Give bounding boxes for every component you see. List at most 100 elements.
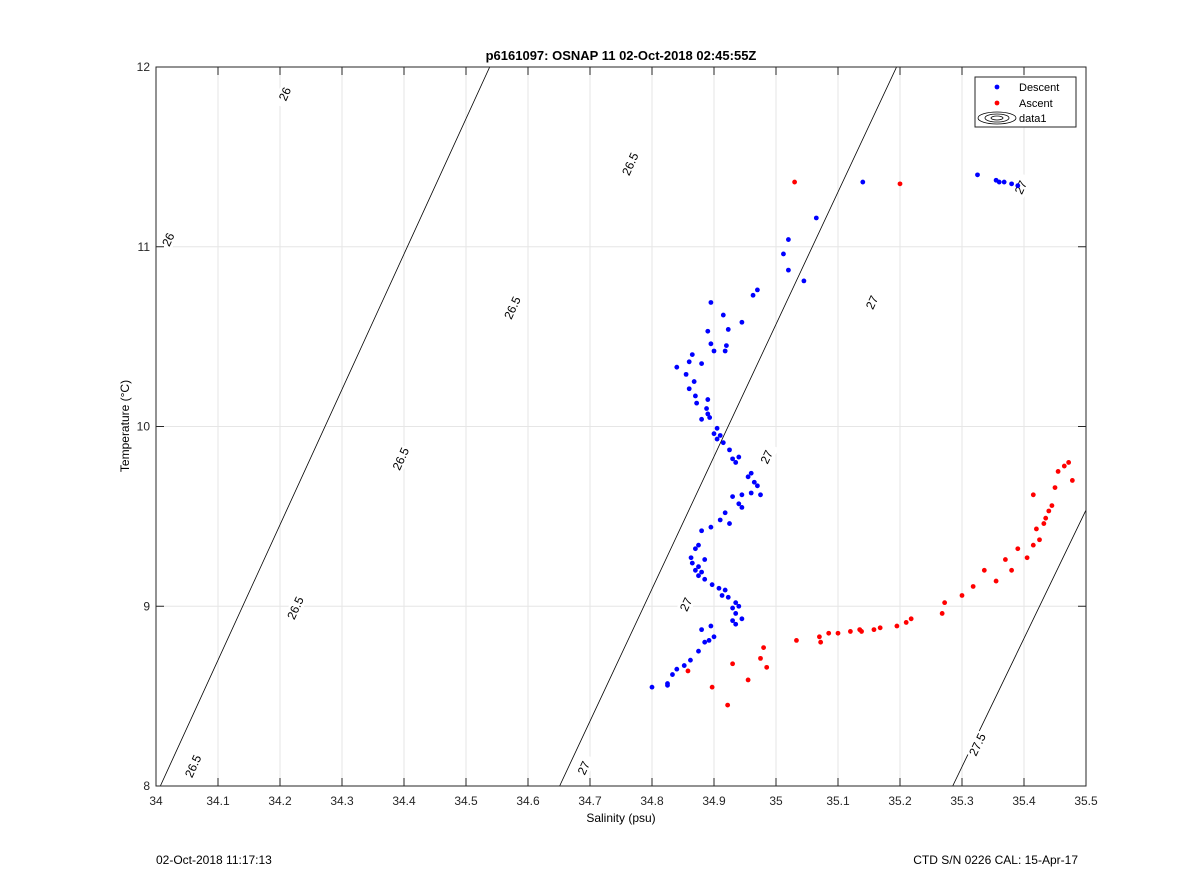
ascent-point xyxy=(1037,537,1042,543)
ascent-point xyxy=(818,639,824,645)
descent-point xyxy=(708,524,714,530)
descent-point xyxy=(739,319,745,325)
x-tick-label: 35 xyxy=(769,794,783,808)
legend-item-descent: Descent xyxy=(994,82,1059,94)
ascent-point xyxy=(758,655,763,661)
x-tick-label: 34.4 xyxy=(392,794,416,808)
descent-point xyxy=(689,352,695,357)
descent-point xyxy=(730,618,735,624)
contour-label-background xyxy=(674,589,698,620)
ascent-point xyxy=(1041,521,1047,526)
contour-label: 26 xyxy=(273,79,297,109)
descent-point xyxy=(693,567,698,573)
descent-point xyxy=(696,542,701,548)
ascent-point xyxy=(1049,503,1055,508)
descent-point xyxy=(786,237,791,242)
descent-point xyxy=(714,436,720,442)
ascent-point xyxy=(897,181,903,187)
ascent-point xyxy=(792,179,797,185)
descent-point xyxy=(719,593,725,598)
descent-point xyxy=(736,454,742,460)
descent-point xyxy=(748,470,754,476)
x-tick-label: 34 xyxy=(149,794,163,808)
contour-line-26-5 xyxy=(159,67,491,786)
legend-descent-marker xyxy=(994,84,1000,90)
descent-point xyxy=(975,172,980,178)
legend-ascent-marker xyxy=(994,100,1000,106)
y-tick-label: 9 xyxy=(143,599,150,613)
descent-point xyxy=(686,386,692,392)
ascent-point xyxy=(817,634,822,640)
ascent-point xyxy=(903,620,909,625)
descent-point xyxy=(736,603,742,609)
x-tick-label: 34.1 xyxy=(206,794,230,808)
contour-label: 27 xyxy=(860,287,884,318)
contour-label: 27 xyxy=(674,589,698,620)
ascent-point xyxy=(835,630,841,636)
ascent-point xyxy=(764,664,770,670)
ascent-point xyxy=(685,668,691,674)
descent-point xyxy=(801,278,807,284)
y-tick-label: 12 xyxy=(137,60,151,74)
descent-point xyxy=(860,179,866,185)
descent-point xyxy=(665,682,670,688)
descent-point xyxy=(1009,181,1014,187)
descent-point xyxy=(813,215,819,221)
ascent-point xyxy=(871,627,877,633)
ascent-point xyxy=(745,677,751,683)
x-tick-label: 35.3 xyxy=(950,794,974,808)
descent-point xyxy=(704,406,709,411)
ascent-point xyxy=(993,578,999,584)
contour-label-background xyxy=(283,593,308,623)
contour-line-27 xyxy=(559,67,897,786)
descent-point xyxy=(694,400,700,406)
density-contours xyxy=(156,67,1086,786)
descent-point xyxy=(781,251,786,257)
legend-box xyxy=(974,76,1077,128)
descent-point xyxy=(674,666,680,672)
x-tick-label: 34.5 xyxy=(454,794,478,808)
footer-timestamp: 02-Oct-2018 11:17:13 xyxy=(156,853,272,867)
descent-point xyxy=(1001,179,1007,185)
descent-point xyxy=(699,528,704,534)
descent-point xyxy=(699,569,704,575)
descent-point xyxy=(786,267,791,273)
contour-label-background xyxy=(571,753,596,783)
contour-label-text: 27 xyxy=(1012,178,1030,196)
descent-point xyxy=(709,582,715,588)
descent-point xyxy=(727,521,732,526)
descent-point xyxy=(708,341,714,347)
ascent-point xyxy=(1052,485,1058,491)
contour-label-background xyxy=(1009,172,1033,203)
ascent-point xyxy=(761,645,766,650)
contour-label-background xyxy=(754,442,779,472)
descent-point xyxy=(708,623,714,629)
ascent-point xyxy=(730,661,735,667)
x-tick-label: 34.9 xyxy=(702,794,726,808)
descent-point xyxy=(706,638,712,643)
ascent-point xyxy=(1030,542,1036,548)
x-axis-ticks: 34 34.1 34.2 34.3 34.4 34.5 34.6 34.7 34.8 34.9 35… xyxy=(149,67,1098,808)
ascent-point xyxy=(1003,557,1008,562)
ascent-point xyxy=(1034,526,1039,532)
descent-point xyxy=(758,492,763,498)
ascent-point xyxy=(1043,515,1049,521)
descent-point xyxy=(699,361,704,366)
x-tick-label: 34.8 xyxy=(640,794,664,808)
descent-point xyxy=(724,343,729,349)
descent-point xyxy=(720,312,726,318)
descent-point xyxy=(696,564,701,570)
descent-point xyxy=(730,605,735,611)
y-axis-label: Temperature (°C) xyxy=(118,380,132,472)
x-tick-label: 35.5 xyxy=(1074,794,1098,808)
descent-point xyxy=(727,447,732,453)
legend-descent-label: Descent xyxy=(1019,82,1059,94)
descent-point xyxy=(722,510,728,516)
descent-point xyxy=(722,348,728,354)
x-tick-label: 35.1 xyxy=(826,794,850,808)
descent-point xyxy=(702,576,708,582)
ascent-point xyxy=(959,593,965,598)
